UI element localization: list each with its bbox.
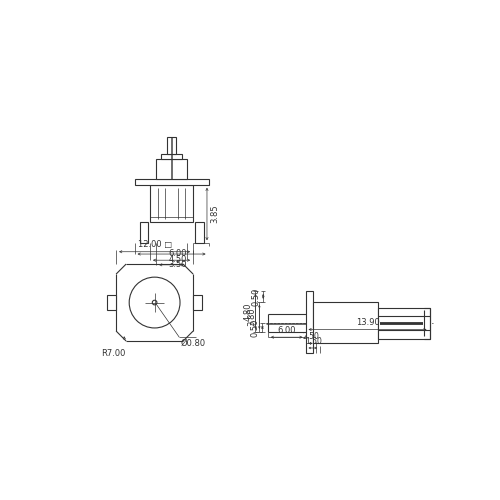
Bar	[161, 154, 182, 160]
Text: 3.80: 3.80	[247, 308, 256, 326]
Text: 3.85: 3.85	[210, 204, 219, 224]
Bar	[156, 160, 187, 180]
Bar	[378, 308, 430, 338]
Bar	[140, 222, 148, 244]
Text: Ø0.80: Ø0.80	[181, 338, 206, 347]
Text: 0.50: 0.50	[251, 287, 260, 306]
Text: 6.00: 6.00	[168, 249, 187, 258]
Text: 12.00 □: 12.00 □	[138, 240, 172, 248]
Text: 3.50: 3.50	[168, 260, 187, 268]
Text: 4.50: 4.50	[168, 255, 187, 264]
Bar	[196, 222, 204, 244]
Text: R7.00: R7.00	[102, 349, 126, 358]
Bar	[150, 184, 193, 222]
Text: 13.90: 13.90	[356, 318, 380, 327]
Text: 2.50: 2.50	[302, 332, 320, 341]
Bar	[306, 291, 313, 352]
Text: 1.50: 1.50	[305, 336, 322, 345]
Bar	[134, 180, 208, 184]
Text: 0.50: 0.50	[250, 318, 260, 337]
Text: 6.00: 6.00	[278, 326, 296, 335]
Bar	[107, 295, 116, 310]
Bar	[313, 302, 378, 344]
Text: 4.80: 4.80	[244, 302, 252, 320]
Bar	[193, 295, 202, 310]
Bar	[167, 137, 176, 154]
